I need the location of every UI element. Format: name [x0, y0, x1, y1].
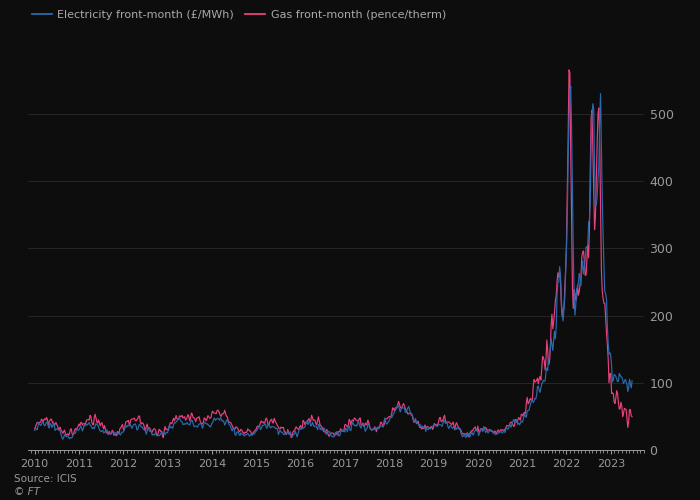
Text: Source: ICIS: Source: ICIS	[14, 474, 77, 484]
Text: © FT: © FT	[14, 487, 40, 497]
Legend: Electricity front-month (£/MWh), Gas front-month (pence/therm): Electricity front-month (£/MWh), Gas fro…	[27, 5, 451, 24]
